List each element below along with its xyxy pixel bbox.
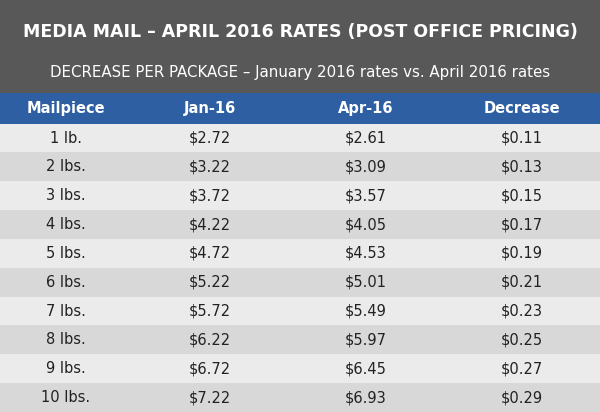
Text: $0.27: $0.27 (501, 361, 543, 376)
Bar (132, 268, 288, 297)
Text: $0.13: $0.13 (501, 159, 543, 174)
Text: 3 lbs.: 3 lbs. (46, 188, 86, 203)
Bar (0, 210, 132, 239)
Bar (0, 124, 132, 152)
Text: 5 lbs.: 5 lbs. (46, 246, 86, 261)
Bar (0, 239, 132, 268)
Text: $0.11: $0.11 (501, 131, 543, 145)
Text: $5.22: $5.22 (189, 275, 231, 290)
Bar (444, 210, 600, 239)
Text: 10 lbs.: 10 lbs. (41, 390, 91, 405)
Text: $0.21: $0.21 (501, 275, 543, 290)
Bar (0, 354, 132, 383)
Bar (288, 354, 444, 383)
Text: $3.72: $3.72 (189, 188, 231, 203)
Bar (444, 354, 600, 383)
Text: $0.29: $0.29 (501, 390, 543, 405)
Text: 4 lbs.: 4 lbs. (46, 217, 86, 232)
Bar (0, 383, 132, 412)
Text: $6.45: $6.45 (345, 361, 387, 376)
Bar (444, 268, 600, 297)
Text: Mailpiece: Mailpiece (26, 101, 106, 116)
Text: Jan-16: Jan-16 (184, 101, 236, 116)
Text: 9 lbs.: 9 lbs. (46, 361, 86, 376)
Bar (288, 325, 444, 354)
Text: $0.25: $0.25 (501, 332, 543, 347)
Bar (288, 152, 444, 181)
Bar (132, 383, 288, 412)
Text: $0.17: $0.17 (501, 217, 543, 232)
Text: $6.72: $6.72 (189, 361, 231, 376)
Bar (288, 297, 444, 325)
Bar (0, 93, 132, 124)
Bar (132, 124, 288, 152)
Bar (132, 297, 288, 325)
Bar (132, 325, 288, 354)
Text: 8 lbs.: 8 lbs. (46, 332, 86, 347)
Bar (0, 297, 132, 325)
Text: $0.15: $0.15 (501, 188, 543, 203)
Text: MEDIA MAIL – APRIL 2016 RATES (POST OFFICE PRICING): MEDIA MAIL – APRIL 2016 RATES (POST OFFI… (23, 23, 577, 42)
Text: 7 lbs.: 7 lbs. (46, 304, 86, 318)
Text: $4.22: $4.22 (189, 217, 231, 232)
Bar (0, 325, 132, 354)
Bar (288, 93, 444, 124)
Text: Decrease: Decrease (484, 101, 560, 116)
Bar (444, 181, 600, 210)
Bar (444, 325, 600, 354)
Bar (288, 210, 444, 239)
Bar (288, 181, 444, 210)
Text: $7.22: $7.22 (189, 390, 231, 405)
Text: $5.01: $5.01 (345, 275, 387, 290)
Text: $6.93: $6.93 (345, 390, 387, 405)
Bar (132, 210, 288, 239)
Text: 6 lbs.: 6 lbs. (46, 275, 86, 290)
Text: $6.22: $6.22 (189, 332, 231, 347)
Text: $0.23: $0.23 (501, 304, 543, 318)
Bar (132, 93, 288, 124)
Bar (132, 152, 288, 181)
Text: $4.53: $4.53 (345, 246, 387, 261)
Text: DECREASE PER PACKAGE – January 2016 rates vs. April 2016 rates: DECREASE PER PACKAGE – January 2016 rate… (50, 65, 550, 80)
Text: $3.22: $3.22 (189, 159, 231, 174)
Text: $5.97: $5.97 (345, 332, 387, 347)
Text: $2.61: $2.61 (345, 131, 387, 145)
Bar (444, 93, 600, 124)
Text: Apr-16: Apr-16 (338, 101, 394, 116)
Bar (132, 181, 288, 210)
Bar (444, 239, 600, 268)
Bar (444, 383, 600, 412)
Text: $3.57: $3.57 (345, 188, 387, 203)
Bar (444, 124, 600, 152)
Bar (444, 152, 600, 181)
Bar (0, 181, 132, 210)
Text: $0.19: $0.19 (501, 246, 543, 261)
Bar (288, 268, 444, 297)
Text: 1 lb.: 1 lb. (50, 131, 82, 145)
Bar (0, 152, 132, 181)
Bar (132, 239, 288, 268)
Bar (288, 239, 444, 268)
Text: $4.72: $4.72 (189, 246, 231, 261)
Bar (288, 383, 444, 412)
Bar (132, 354, 288, 383)
Text: $2.72: $2.72 (189, 131, 231, 145)
Bar (288, 124, 444, 152)
Text: $4.05: $4.05 (345, 217, 387, 232)
Text: $3.09: $3.09 (345, 159, 387, 174)
Text: $5.49: $5.49 (345, 304, 387, 318)
Text: $5.72: $5.72 (189, 304, 231, 318)
Bar (0, 0, 600, 93)
Text: 2 lbs.: 2 lbs. (46, 159, 86, 174)
Bar (0, 268, 132, 297)
Bar (444, 297, 600, 325)
